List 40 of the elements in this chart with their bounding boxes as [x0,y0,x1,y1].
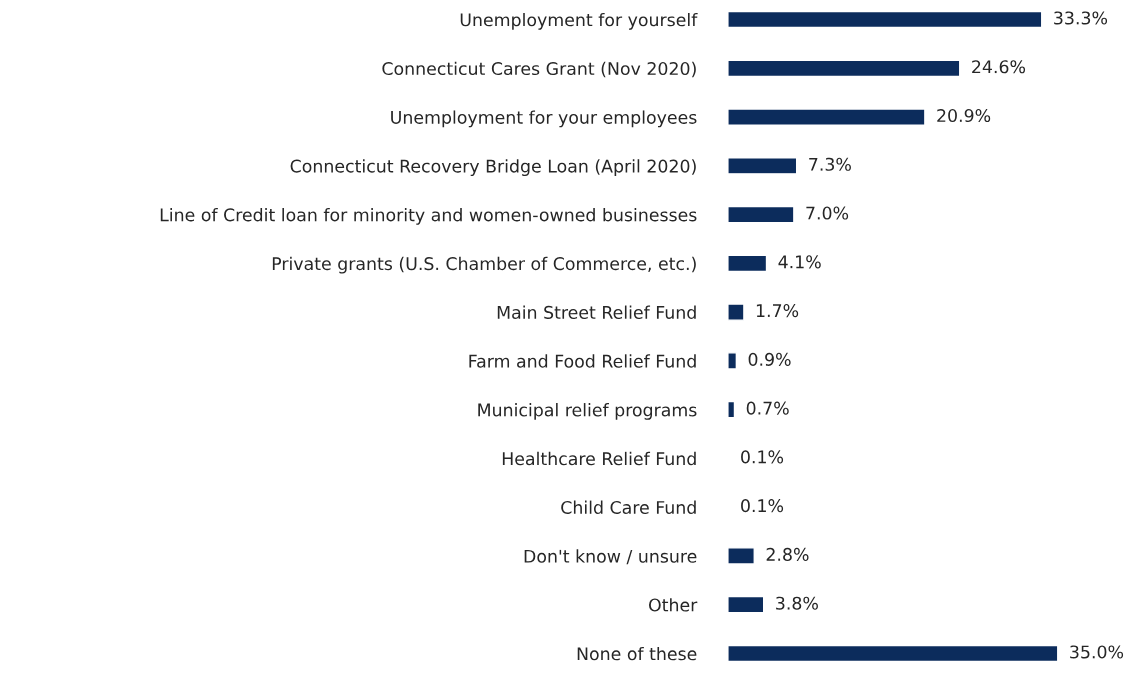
data-label: 4.1% [778,255,821,269]
y-tick-label: Healthcare Relief Fund [502,451,696,466]
bar [727,547,755,565]
y-tick-label: Connecticut Cares Grant (Nov 2020) [382,61,696,78]
y-tick-label: Farm and Food Relief Fund [469,354,696,368]
bar [727,205,795,224]
y-tick-label: Private grants (U.S. Chamber of Commerce, etc.) [272,256,696,274]
y-tick-label: None of these [577,646,697,661]
bar [727,352,738,370]
bar [727,10,1043,29]
y-tick-label: Connecticut Recovery Bridge Loan (April 2020) [290,159,696,177]
data-label: 7.0% [806,206,849,220]
data-label: 2.8% [766,547,809,561]
y-tick-label: Municipal relief programs [478,403,697,420]
y-tick-label: Other [649,598,698,612]
bar [727,108,926,126]
data-label: 24.6% [972,60,1026,74]
y-tick-label: Unemployment for yourself [460,12,698,30]
data-label: 35.0% [1070,645,1124,659]
data-label: 0.1% [741,499,784,513]
y-tick-label: Main Street Relief Fund [497,305,696,319]
bar [727,595,765,614]
y-tick-label: Child Care Fund [561,500,696,515]
data-label: 3.8% [776,596,818,610]
y-tick-label: Line of Credit loan for minority and women-owned businesses [160,207,697,225]
y-tick-label: Unemployment for your employees [391,110,697,128]
data-label: 0.9% [748,352,791,366]
data-label: 33.3% [1054,11,1108,25]
data-label: 20.9% [937,108,991,123]
data-label: 0.1% [741,450,784,464]
bar [727,254,768,273]
data-label: 0.7% [746,401,789,415]
bar [727,644,1059,663]
bar [727,400,736,419]
y-tick-label: Don't know / unsure [524,549,697,565]
bar [727,303,745,321]
data-label: 1.7% [756,304,799,318]
bar [727,59,961,78]
data-label: 7.3% [809,157,851,171]
bar [727,157,798,175]
